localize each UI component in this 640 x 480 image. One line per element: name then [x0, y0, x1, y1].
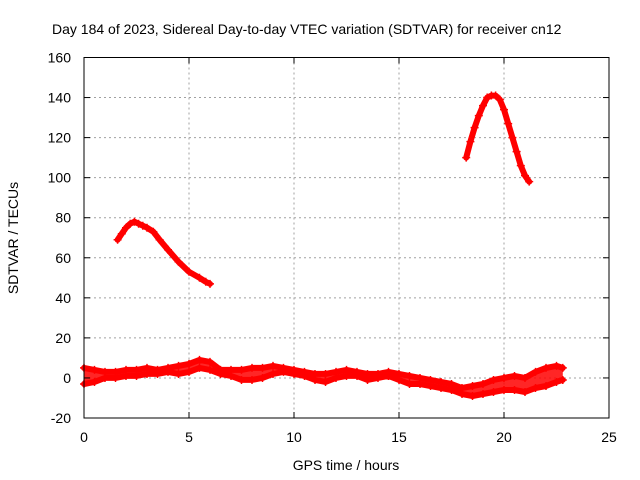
grid-layer — [84, 57, 609, 418]
series-3 — [462, 91, 534, 186]
data-point-marker — [174, 257, 183, 266]
data-point-marker — [491, 91, 500, 100]
data-point-marker — [164, 245, 172, 254]
data-point-marker — [483, 93, 492, 102]
series-line — [114, 218, 213, 287]
data-point-marker — [504, 119, 513, 128]
data-point-marker — [130, 217, 139, 226]
series-2 — [113, 217, 214, 288]
data-point-marker — [134, 219, 143, 228]
y-tick-label: 160 — [48, 50, 72, 66]
tick-label-layer: 0 5 10 15 20 25 -20 0 20 40 60 80 100 120 140 160 — [48, 50, 617, 446]
data-point-marker — [155, 235, 164, 244]
y-tick-label: 40 — [55, 290, 71, 306]
data-point-marker — [525, 177, 534, 186]
data-point-marker — [500, 105, 508, 114]
data-point-marker — [185, 267, 193, 276]
series-layer — [80, 91, 567, 400]
data-point-marker — [466, 137, 475, 146]
data-point-marker — [470, 123, 479, 132]
y-tick-label: -20 — [51, 410, 71, 426]
y-tick-label: 100 — [48, 170, 72, 186]
data-point-marker — [149, 227, 158, 236]
data-point-marker — [495, 95, 504, 104]
data-point-marker — [113, 235, 122, 244]
near-zero-band — [84, 359, 563, 396]
data-point-marker — [126, 219, 135, 228]
y-tick-label: 80 — [55, 210, 71, 226]
data-point-marker — [195, 273, 204, 282]
plot-frame — [83, 57, 610, 419]
x-axis-title: GPS time / hours — [293, 457, 400, 473]
data-point-marker — [462, 153, 471, 162]
data-point-marker — [138, 221, 147, 230]
data-point-marker — [474, 111, 483, 120]
x-tick-label: 15 — [391, 429, 407, 445]
y-tick-label: 20 — [55, 330, 71, 346]
data-point-marker — [508, 133, 517, 142]
x-tick-label: 5 — [185, 429, 193, 445]
data-point-marker — [479, 101, 487, 110]
data-point-marker — [512, 147, 521, 156]
data-point-marker — [206, 279, 214, 288]
y-tick-label: 140 — [48, 90, 72, 106]
data-point-marker — [516, 161, 525, 170]
y-tick-label: 60 — [55, 250, 71, 266]
series-line — [463, 92, 533, 185]
tick-layer — [83, 57, 610, 419]
y-tick-label: 0 — [63, 370, 71, 386]
y-tick-label: 120 — [48, 130, 72, 146]
x-tick-label: 0 — [80, 429, 88, 445]
y-axis-title: SDTVAR / TECUs — [5, 182, 21, 294]
chart-title: Day 184 of 2023, Sidereal Day-to-day VTE… — [52, 21, 562, 37]
x-tick-label: 10 — [286, 429, 302, 445]
data-point-marker — [143, 223, 151, 232]
data-point-marker — [122, 223, 130, 232]
data-point-marker — [201, 277, 210, 286]
data-point-marker — [521, 171, 529, 180]
x-tick-label: 25 — [601, 429, 617, 445]
x-tick-label: 20 — [496, 429, 512, 445]
data-point-marker — [117, 229, 126, 238]
